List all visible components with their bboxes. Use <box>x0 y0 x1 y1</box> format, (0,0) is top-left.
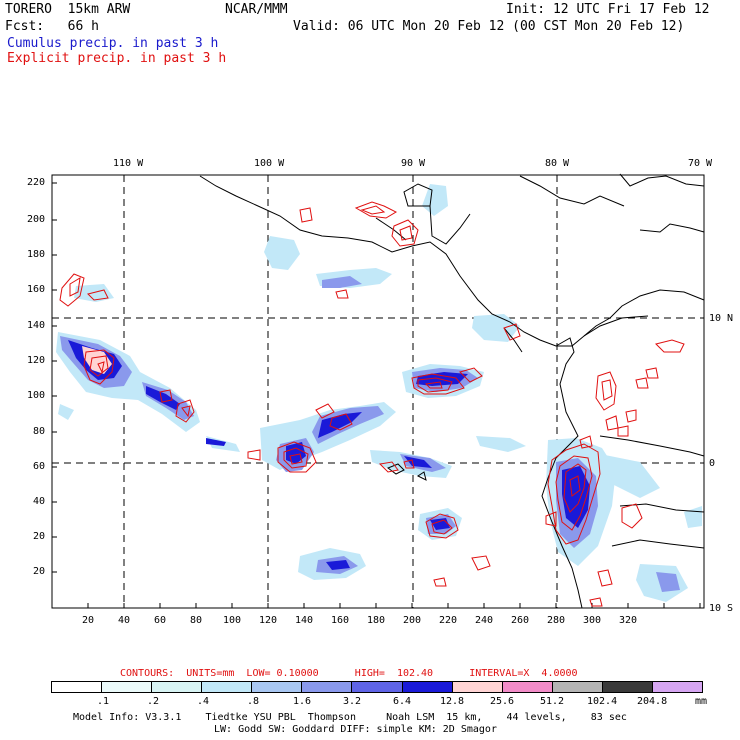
x-tick-label: 40 <box>118 615 131 626</box>
model-physics: LW: Godd SW: Goddard DIFF: simple KM: 2D… <box>214 724 497 735</box>
legend-label: 204.8 <box>637 696 668 707</box>
legend-bin <box>552 682 603 692</box>
legend-label: 1.6 <box>293 696 312 707</box>
x-tick-label: 320 <box>619 615 638 626</box>
x-tick-label: 300 <box>583 615 602 626</box>
legend-bin <box>452 682 503 692</box>
map-frame <box>51 174 705 609</box>
legend-unit: mm <box>695 696 708 707</box>
x-tick-label: 260 <box>511 615 530 626</box>
lon-label-70w: 70 W <box>688 158 713 169</box>
x-tick-label: 60 <box>154 615 167 626</box>
legend-label: 3.2 <box>343 696 362 707</box>
x-tick-label: 280 <box>547 615 566 626</box>
legend-bin <box>602 682 653 692</box>
x-tick-label: 20 <box>82 615 95 626</box>
legend-bin <box>302 682 353 692</box>
y-tick-label: 20 <box>33 566 46 577</box>
x-tick-label: 80 <box>190 615 203 626</box>
cumulus-label: Cumulus precip. in past 3 h <box>7 36 219 51</box>
legend-bin <box>52 682 103 692</box>
legend-bin <box>252 682 303 692</box>
legend-label: 25.6 <box>490 696 515 707</box>
y-tick-label: 20 <box>33 531 46 542</box>
lon-label-110w: 110 W <box>113 158 144 169</box>
y-tick-label: 60 <box>33 461 46 472</box>
explicit-label: Explicit precip. in past 3 h <box>7 51 227 66</box>
lat-label-0: 0 <box>709 458 716 469</box>
cumulus-precip <box>56 184 702 602</box>
color-legend <box>51 681 703 693</box>
explicit-precip-contours <box>59 201 685 607</box>
x-tick-label: 140 <box>295 615 314 626</box>
x-tick-label: 160 <box>331 615 350 626</box>
legend-label: .8 <box>247 696 260 707</box>
x-tick-label: 100 <box>223 615 242 626</box>
lat-label-10n: 10 N <box>709 313 734 324</box>
lon-label-80w: 80 W <box>545 158 570 169</box>
y-tick-label: 80 <box>33 426 46 437</box>
lat-label-10s: 10 S <box>709 603 734 614</box>
x-tick-label: 180 <box>367 615 386 626</box>
coastlines <box>199 173 705 609</box>
y-tick-label: 200 <box>27 214 46 225</box>
model-info: Model Info: V3.3.1 Tiedtke YSU PBL Thomp… <box>73 712 627 723</box>
legend-label: 102.4 <box>587 696 618 707</box>
legend-label: .1 <box>97 696 110 707</box>
legend-bin <box>202 682 253 692</box>
x-tick-label: 220 <box>439 615 458 626</box>
legend-label: .4 <box>197 696 210 707</box>
legend-bin <box>152 682 203 692</box>
legend-label: 12.8 <box>440 696 465 707</box>
axis-ticks <box>52 182 701 608</box>
legend-bin <box>402 682 453 692</box>
x-tick-label: 240 <box>475 615 494 626</box>
legend-label: .2 <box>147 696 160 707</box>
y-tick-label: 140 <box>27 320 46 331</box>
org-label: NCAR/MMM <box>225 2 288 17</box>
legend-bin <box>352 682 403 692</box>
legend-label: 51.2 <box>540 696 565 707</box>
y-tick-label: 220 <box>27 177 46 188</box>
lon-label-90w: 90 W <box>401 158 426 169</box>
model-title: TORERO 15km ARW <box>5 2 131 17</box>
y-tick-label: 120 <box>27 355 46 366</box>
lon-label-100w: 100 W <box>254 158 285 169</box>
legend-bin <box>652 682 703 692</box>
legend-bin <box>102 682 153 692</box>
y-tick-label: 100 <box>27 390 46 401</box>
x-tick-label: 200 <box>403 615 422 626</box>
forecast-hour: Fcst: 66 h <box>5 19 99 34</box>
contour-info: CONTOURS: UNITS=mm LOW= 0.10000 HIGH= 10… <box>120 668 578 679</box>
y-tick-label: 160 <box>27 284 46 295</box>
y-tick-label: 40 <box>33 496 46 507</box>
valid-time: Valid: 06 UTC Mon 20 Feb 12 (00 CST Mon … <box>293 19 685 34</box>
init-time: Init: 12 UTC Fri 17 Feb 12 <box>506 2 710 17</box>
y-tick-label: 180 <box>27 249 46 260</box>
x-tick-label: 120 <box>259 615 278 626</box>
legend-bin <box>502 682 553 692</box>
legend-label: 6.4 <box>393 696 412 707</box>
